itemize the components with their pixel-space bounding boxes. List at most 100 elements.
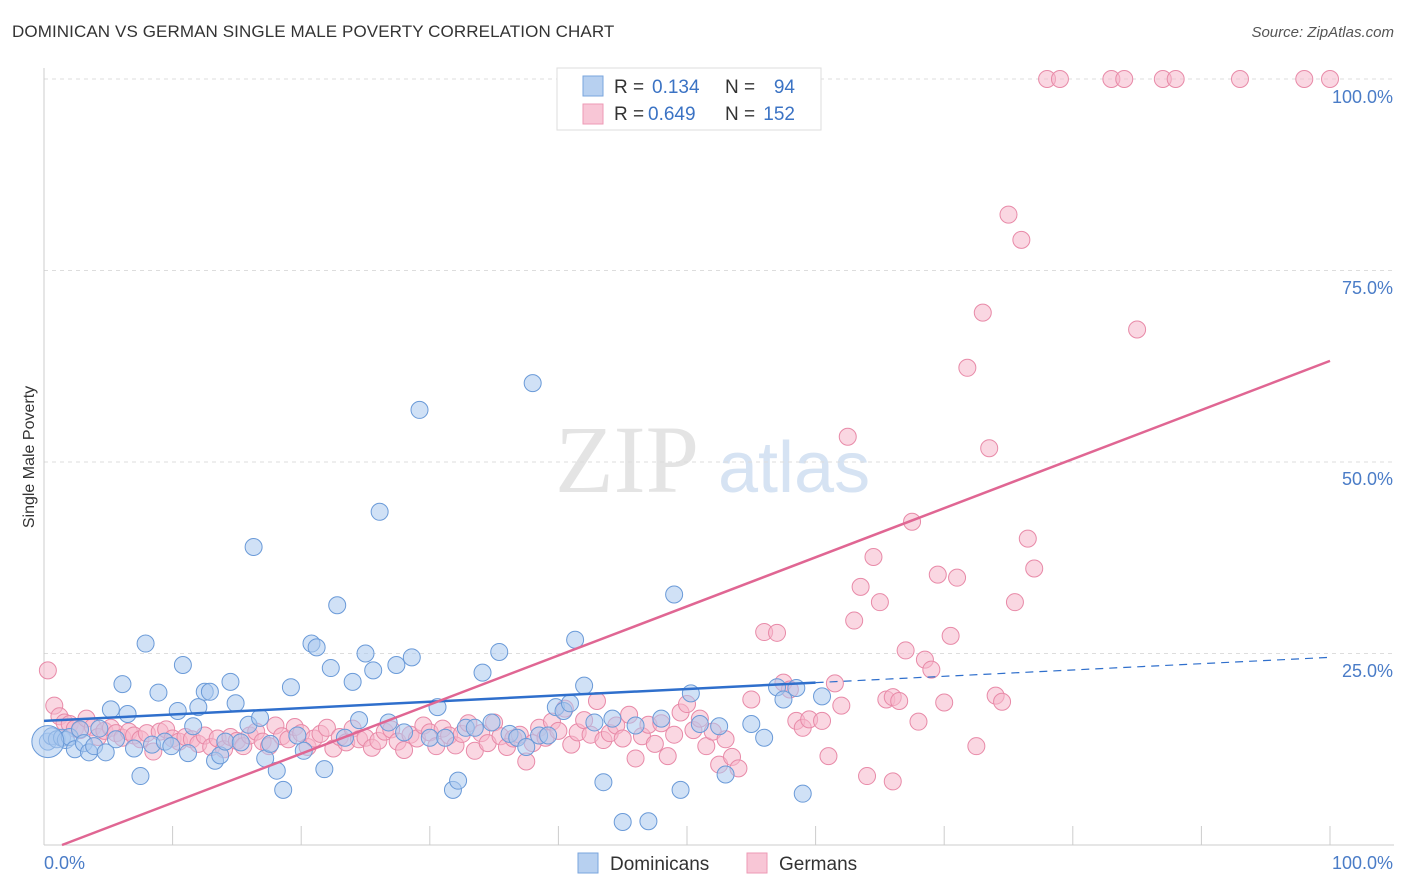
germans-point <box>851 577 870 596</box>
dominicans-point <box>244 538 263 557</box>
legend-r-label: R = <box>614 104 644 125</box>
dominicans-point <box>107 730 126 749</box>
legend-r-label: R = <box>614 77 644 98</box>
dominicans-point <box>364 661 383 680</box>
dominicans-point <box>136 634 155 653</box>
legend-swatch-pink <box>582 103 604 125</box>
dominicans-point <box>113 675 132 694</box>
germans-point <box>1005 593 1024 612</box>
germans-point <box>38 661 57 680</box>
dominicans-point <box>149 683 168 702</box>
dominicans-point <box>125 739 144 758</box>
dominicans-point <box>131 767 150 786</box>
x-tick-label: 0.0% <box>44 853 85 873</box>
germans-point <box>395 741 414 760</box>
germans-point <box>742 690 761 709</box>
germans-point <box>922 660 941 679</box>
germans-point <box>999 205 1018 224</box>
germans-point <box>626 749 645 768</box>
germans-point <box>665 725 684 744</box>
germans-point <box>1230 70 1249 88</box>
dominicans-point <box>613 813 632 832</box>
dominicans-point <box>189 698 208 717</box>
germans-point <box>890 691 909 710</box>
dominicans-point <box>410 400 429 419</box>
axes <box>43 68 1394 846</box>
legend-n-value: 94 <box>774 77 796 98</box>
dominicans-trend-extension <box>815 656 1331 684</box>
germans-point <box>958 358 977 377</box>
germans-point <box>941 626 960 645</box>
dominicans-point <box>539 726 558 745</box>
germans-point <box>768 623 787 642</box>
dominicans-point <box>560 694 579 713</box>
germans-point <box>896 641 915 660</box>
dominicans-point <box>96 743 115 762</box>
legend-n-label: N = <box>725 104 755 125</box>
bottom-legend: Dominicans Germans <box>577 852 857 875</box>
dominicans-point <box>216 732 235 751</box>
dominicans-point <box>690 714 709 733</box>
germans-point <box>613 729 632 748</box>
dominicans-point <box>473 663 492 682</box>
dominicans-point <box>350 711 369 730</box>
x-ticks <box>172 826 1331 845</box>
dominicans-point <box>665 585 684 604</box>
germans-point <box>864 547 883 566</box>
germans-point <box>980 439 999 458</box>
dominicans-point <box>603 709 622 728</box>
dominicans-point <box>742 714 761 733</box>
germans-point <box>832 696 851 715</box>
germans-point <box>928 565 947 584</box>
germans-point <box>1321 70 1339 88</box>
y-tick-label: 100.0% <box>1332 87 1393 107</box>
dominicans-point <box>585 713 604 732</box>
dominicans-point <box>200 682 219 701</box>
germans-point <box>967 737 986 756</box>
germans-point <box>825 674 844 693</box>
dominicans-point <box>226 694 245 713</box>
germans-point <box>813 711 832 730</box>
germans-point <box>838 427 857 446</box>
dominicans-point <box>774 690 793 709</box>
dominicans-point <box>251 708 270 727</box>
bottom-legend-label: Dominicans <box>610 854 709 875</box>
dominicans-point <box>793 784 812 803</box>
y-tick-label: 50.0% <box>1342 469 1393 489</box>
germans-point <box>1128 320 1147 339</box>
legend-n-label: N = <box>725 77 755 98</box>
dominicans-point <box>307 638 326 657</box>
dominicans-point <box>321 659 340 678</box>
dominicans-point <box>420 728 439 747</box>
dominicans-point <box>288 726 307 745</box>
y-axis-label: Single Male Poverty <box>21 386 38 528</box>
germans-point <box>645 734 664 753</box>
germans-point <box>317 718 336 737</box>
dominicans-point <box>813 687 832 706</box>
germans-point <box>935 693 954 712</box>
dominicans-point <box>356 644 375 663</box>
dominicans-point <box>387 655 406 674</box>
dominicans-point <box>184 717 203 736</box>
x-tick-label: 100.0% <box>1332 853 1393 873</box>
dominicans-point <box>395 723 414 742</box>
watermark-zip: ZIP <box>555 406 699 513</box>
dominicans-point <box>465 718 484 737</box>
dominicans-point <box>402 648 421 667</box>
bottom-legend-swatch-pink <box>746 852 768 874</box>
bottom-legend-swatch-blue <box>577 852 599 874</box>
germans-point <box>1166 70 1185 88</box>
dominicans-point <box>31 725 65 759</box>
legend-r-value: 0.649 <box>648 104 696 125</box>
germans-point <box>948 568 967 587</box>
dominicans-point <box>179 744 198 763</box>
germans-point <box>1012 230 1031 249</box>
germans-point <box>1025 559 1044 578</box>
gridlines <box>44 78 1394 654</box>
dominicans-point <box>482 713 501 732</box>
dominicans-point <box>716 765 735 784</box>
dominicans-points <box>31 374 832 832</box>
germans-point <box>909 712 928 731</box>
germans-point <box>658 747 677 766</box>
dominicans-point <box>173 655 192 674</box>
